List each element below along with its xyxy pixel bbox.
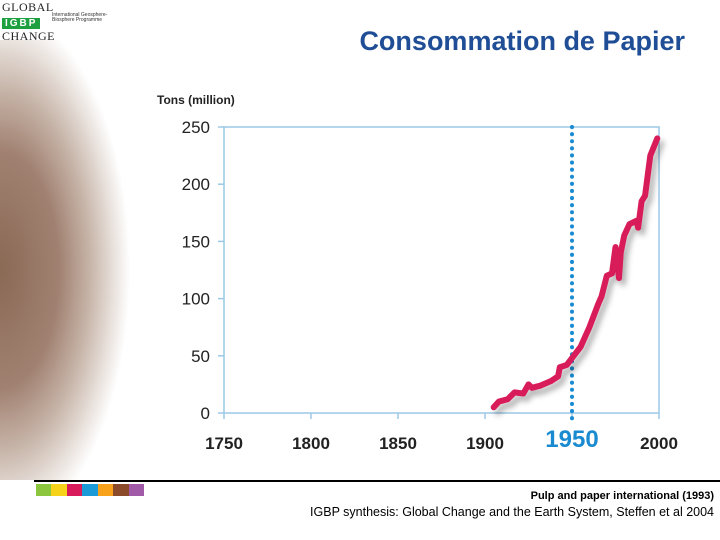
strip-swatch — [97, 484, 114, 496]
paper-consumption-chart: Tons (million) 0 50 100 150 200 250 1750 1800 18… — [157, 93, 678, 453]
footer-divider — [34, 480, 720, 482]
y-tick-label: 200 — [182, 175, 210, 194]
series-line-paper — [490, 135, 661, 411]
logo-line1: GLOBAL — [2, 0, 54, 14]
y-tick-label: 0 — [201, 404, 210, 423]
citation-text: IGBP synthesis: Global Change and the Ea… — [310, 505, 714, 519]
source-text: Pulp and paper international (1993) — [530, 490, 714, 502]
x-tick-label: 1750 — [205, 434, 243, 453]
logo-subtitle: International Geosphere-Biosphere Progra… — [52, 12, 108, 23]
x-tick-label: 1800 — [292, 434, 330, 453]
x-tick-label: 1850 — [379, 434, 417, 453]
igbp-logo: GLOBAL IGBP CHANGE International Geosphe… — [2, 0, 142, 42]
strip-swatch — [82, 484, 98, 496]
y-axis-label: Tons (million) — [157, 93, 235, 107]
slide-title: Consommation de Papier — [359, 26, 685, 56]
logo-line2: IGBP — [2, 18, 41, 29]
logo-line3: CHANGE — [2, 29, 55, 43]
x-tick-label: 1900 — [466, 434, 504, 453]
y-tick-label: 100 — [182, 290, 210, 309]
strip-swatch — [113, 484, 129, 496]
y-tick-label: 150 — [182, 232, 210, 251]
y-tick-label: 50 — [191, 347, 210, 366]
x-tick-label-highlight: 1950 — [545, 426, 598, 453]
strip-swatch — [128, 484, 144, 496]
plot-frame — [223, 126, 660, 414]
crowd-photo — [0, 40, 200, 480]
strip-swatch — [66, 484, 83, 496]
color-strip — [36, 484, 144, 496]
y-tick-label: 250 — [182, 118, 210, 137]
x-tick-label: 2000 — [640, 434, 678, 453]
strip-swatch — [51, 484, 67, 496]
strip-swatch — [36, 484, 52, 496]
